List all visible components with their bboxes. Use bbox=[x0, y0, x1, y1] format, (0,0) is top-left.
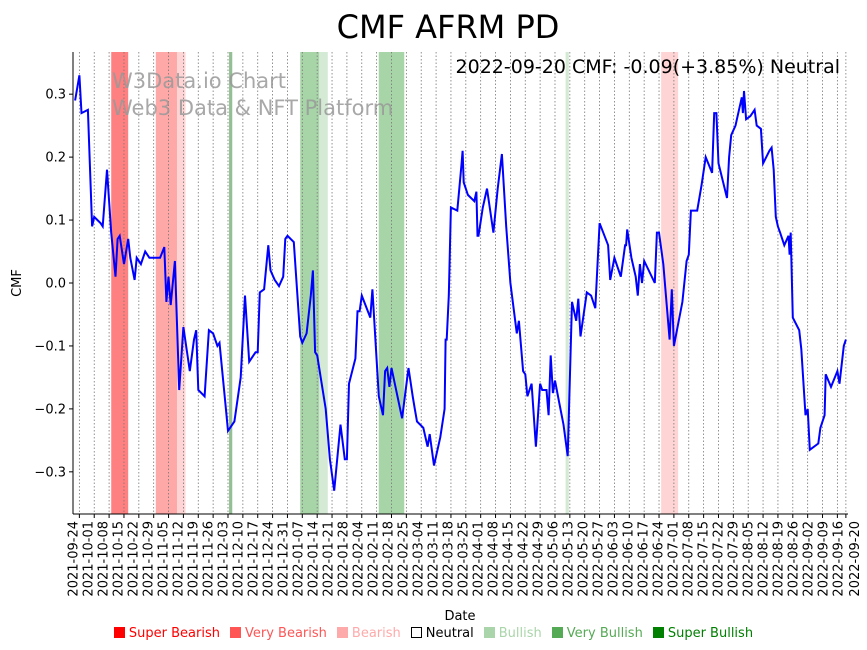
signal-region-very-bullish bbox=[229, 52, 233, 514]
x-tick-label: 2021-12-31 bbox=[276, 521, 291, 597]
legend-item: Bearish bbox=[336, 626, 401, 641]
x-tick-label: 2022-05-27 bbox=[591, 521, 606, 597]
legend-swatch bbox=[113, 627, 125, 638]
x-tick-label: 2022-01-21 bbox=[321, 521, 336, 597]
x-tick-label: 2021-12-03 bbox=[216, 521, 231, 597]
x-tick-label: 2022-07-15 bbox=[696, 521, 711, 597]
legend-swatch bbox=[483, 627, 495, 638]
x-tick-label: 2022-02-25 bbox=[396, 521, 411, 597]
x-tick-label: 2022-09-09 bbox=[816, 521, 831, 597]
x-tick-label: 2022-06-10 bbox=[621, 521, 636, 597]
x-tick-label: 2022-04-22 bbox=[516, 521, 531, 597]
signal-region-very-bearish bbox=[111, 52, 129, 514]
x-tick-label: 2021-12-10 bbox=[231, 521, 246, 597]
legend: Super Bearish Very Bearish Bearish Neutral B… bbox=[0, 626, 867, 641]
x-tick-label: 2022-08-26 bbox=[786, 521, 801, 597]
x-tick-label: 2022-04-01 bbox=[471, 521, 486, 597]
y-tick-label: 0.1 bbox=[45, 214, 66, 229]
x-tick-label: 2021-10-22 bbox=[126, 521, 141, 597]
y-tick-label: 0.3 bbox=[45, 88, 66, 103]
x-tick-label: 2022-03-04 bbox=[411, 521, 426, 597]
y-axis-label: CMF bbox=[10, 269, 25, 297]
x-tick-label: 2021-11-19 bbox=[186, 521, 201, 597]
x-tick-label: 2021-10-15 bbox=[111, 521, 126, 597]
x-tick-label: 2022-07-22 bbox=[711, 521, 726, 597]
x-tick-label: 2021-11-05 bbox=[156, 521, 171, 597]
legend-label: Super Bullish bbox=[667, 626, 754, 641]
signal-region-bullish bbox=[319, 52, 328, 514]
y-tick-label: −0.1 bbox=[34, 339, 66, 354]
legend-item: Super Bullish bbox=[652, 626, 754, 641]
x-tick-label: 2021-10-08 bbox=[96, 521, 111, 597]
x-tick-label: 2022-05-13 bbox=[561, 521, 576, 597]
x-tick-label: 2022-07-01 bbox=[666, 521, 681, 597]
x-tick-label: 2021-11-26 bbox=[201, 521, 216, 597]
x-tick-label: 2022-04-08 bbox=[486, 521, 501, 597]
legend-item: Neutral bbox=[410, 626, 474, 641]
x-tick-label: 2022-07-29 bbox=[726, 521, 741, 597]
x-tick-label: 2022-08-19 bbox=[771, 521, 786, 597]
legend-item: Very Bullish bbox=[551, 626, 643, 641]
x-tick-label: 2022-09-20 bbox=[848, 521, 863, 597]
legend-label: Neutral bbox=[425, 626, 474, 641]
legend-item: Bullish bbox=[483, 626, 542, 641]
legend-swatch bbox=[652, 627, 664, 638]
x-tick-label: 2021-09-24 bbox=[66, 521, 81, 597]
y-tick-label: −0.2 bbox=[34, 402, 66, 417]
watermark-line-2: Web3 Data & NFT Platform bbox=[112, 96, 393, 120]
x-tick-label: 2021-10-01 bbox=[81, 521, 96, 597]
y-tick-label: 0.0 bbox=[45, 277, 66, 292]
x-tick-label: 2022-05-20 bbox=[576, 521, 591, 597]
x-tick-label: 2022-03-11 bbox=[426, 521, 441, 597]
x-tick-label: 2022-09-16 bbox=[831, 521, 846, 597]
x-tick-label: 2021-12-17 bbox=[246, 521, 261, 597]
legend-swatch bbox=[336, 627, 348, 638]
x-tick-label: 2021-11-12 bbox=[171, 521, 186, 597]
x-tick-label: 2022-02-18 bbox=[381, 521, 396, 597]
x-tick-label: 2022-07-08 bbox=[681, 521, 696, 597]
signal-region-bearish bbox=[177, 52, 186, 514]
x-tick-label: 2022-03-25 bbox=[456, 521, 471, 597]
x-tick-label: 2022-06-17 bbox=[636, 521, 651, 597]
legend-label: Very Bullish bbox=[566, 626, 643, 641]
x-tick-label: 2022-04-15 bbox=[501, 521, 516, 597]
signal-region-bearish bbox=[661, 52, 679, 514]
x-tick-label: 2022-01-28 bbox=[336, 521, 351, 597]
x-tick-label: 2021-12-24 bbox=[261, 521, 276, 597]
x-tick-label: 2021-10-29 bbox=[141, 521, 156, 597]
y-tick-label: 0.2 bbox=[45, 151, 66, 166]
x-tick-label: 2022-05-06 bbox=[546, 521, 561, 597]
x-tick-label: 2022-08-05 bbox=[741, 521, 756, 597]
x-tick-label: 2022-02-11 bbox=[366, 521, 381, 597]
cmf-line bbox=[74, 75, 847, 491]
x-tick-label: 2022-02-04 bbox=[351, 521, 366, 597]
signal-region-bullish bbox=[565, 52, 569, 514]
chart-title: CMF AFRM PD bbox=[337, 8, 560, 46]
legend-item: Super Bearish bbox=[113, 626, 220, 641]
legend-swatch bbox=[551, 627, 563, 638]
legend-swatch bbox=[410, 627, 422, 638]
legend-swatch bbox=[230, 627, 241, 638]
x-tick-label: 2022-04-29 bbox=[531, 521, 546, 597]
x-tick-label: 2022-03-18 bbox=[441, 521, 456, 597]
legend-label: Bullish bbox=[498, 626, 542, 641]
x-axis-label: Date bbox=[444, 609, 475, 624]
legend-label: Very Bearish bbox=[245, 626, 327, 641]
legend-item: Very Bearish bbox=[230, 626, 327, 641]
x-tick-label: 2022-06-24 bbox=[651, 521, 666, 597]
x-tick-label: 2022-09-02 bbox=[801, 521, 816, 597]
x-tick-label: 2022-01-07 bbox=[291, 521, 306, 597]
signal-region-bullish bbox=[300, 52, 320, 514]
x-tick-label: 2022-06-03 bbox=[606, 521, 621, 597]
y-tick-label: −0.3 bbox=[34, 465, 66, 480]
x-tick-label: 2022-01-14 bbox=[306, 521, 321, 597]
x-tick-label: 2022-08-12 bbox=[756, 521, 771, 597]
latest-value-annotation: 2022-09-20 CMF: -0.09(+3.85%) Neutral bbox=[456, 56, 840, 78]
legend-label: Bearish bbox=[351, 626, 401, 641]
watermark-line-1: W3Data.io Chart bbox=[112, 69, 286, 93]
legend-label: Super Bearish bbox=[128, 626, 220, 641]
